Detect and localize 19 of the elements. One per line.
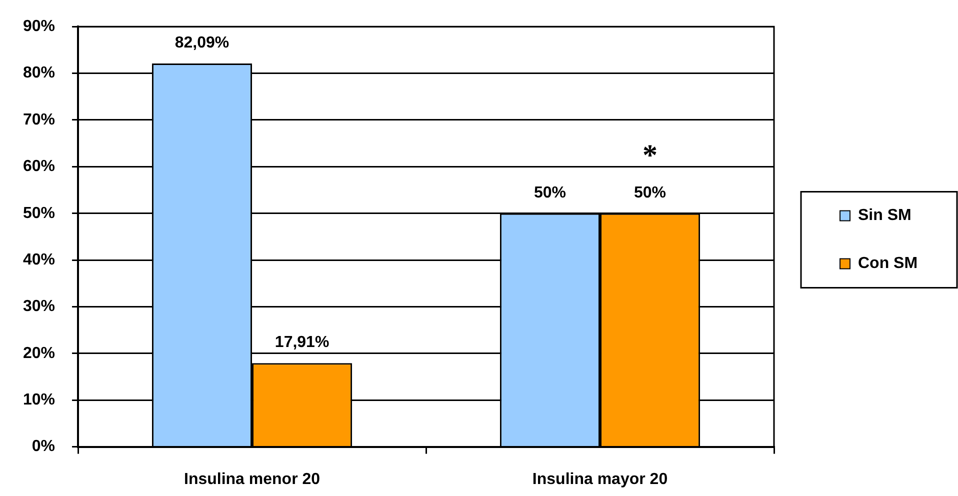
x-tick-label: Insulina mayor 20 bbox=[532, 470, 668, 488]
data-label: 50% bbox=[634, 184, 666, 202]
y-tick-label: 30% bbox=[22, 298, 56, 316]
annotation: * bbox=[642, 139, 658, 172]
y-tick-label: 90% bbox=[22, 18, 56, 36]
data-label: 17,91% bbox=[274, 334, 330, 352]
legend-label: Sin SM bbox=[858, 207, 912, 224]
y-tick-label: 80% bbox=[22, 64, 56, 82]
x-tick-label: Insulina menor 20 bbox=[184, 470, 320, 488]
y-tick-label: 50% bbox=[22, 204, 56, 222]
y-tick-label: 10% bbox=[22, 392, 56, 409]
data-label: 82,09% bbox=[174, 34, 230, 52]
y-tick-label: 70% bbox=[22, 111, 56, 128]
y-tick-label: 40% bbox=[22, 251, 56, 268]
y-tick-label: 60% bbox=[22, 158, 56, 176]
data-label: 50% bbox=[534, 184, 566, 202]
y-tick-label: 0% bbox=[32, 438, 56, 456]
legend-label: Con SM bbox=[858, 255, 918, 272]
y-tick-label: 20% bbox=[22, 344, 56, 362]
